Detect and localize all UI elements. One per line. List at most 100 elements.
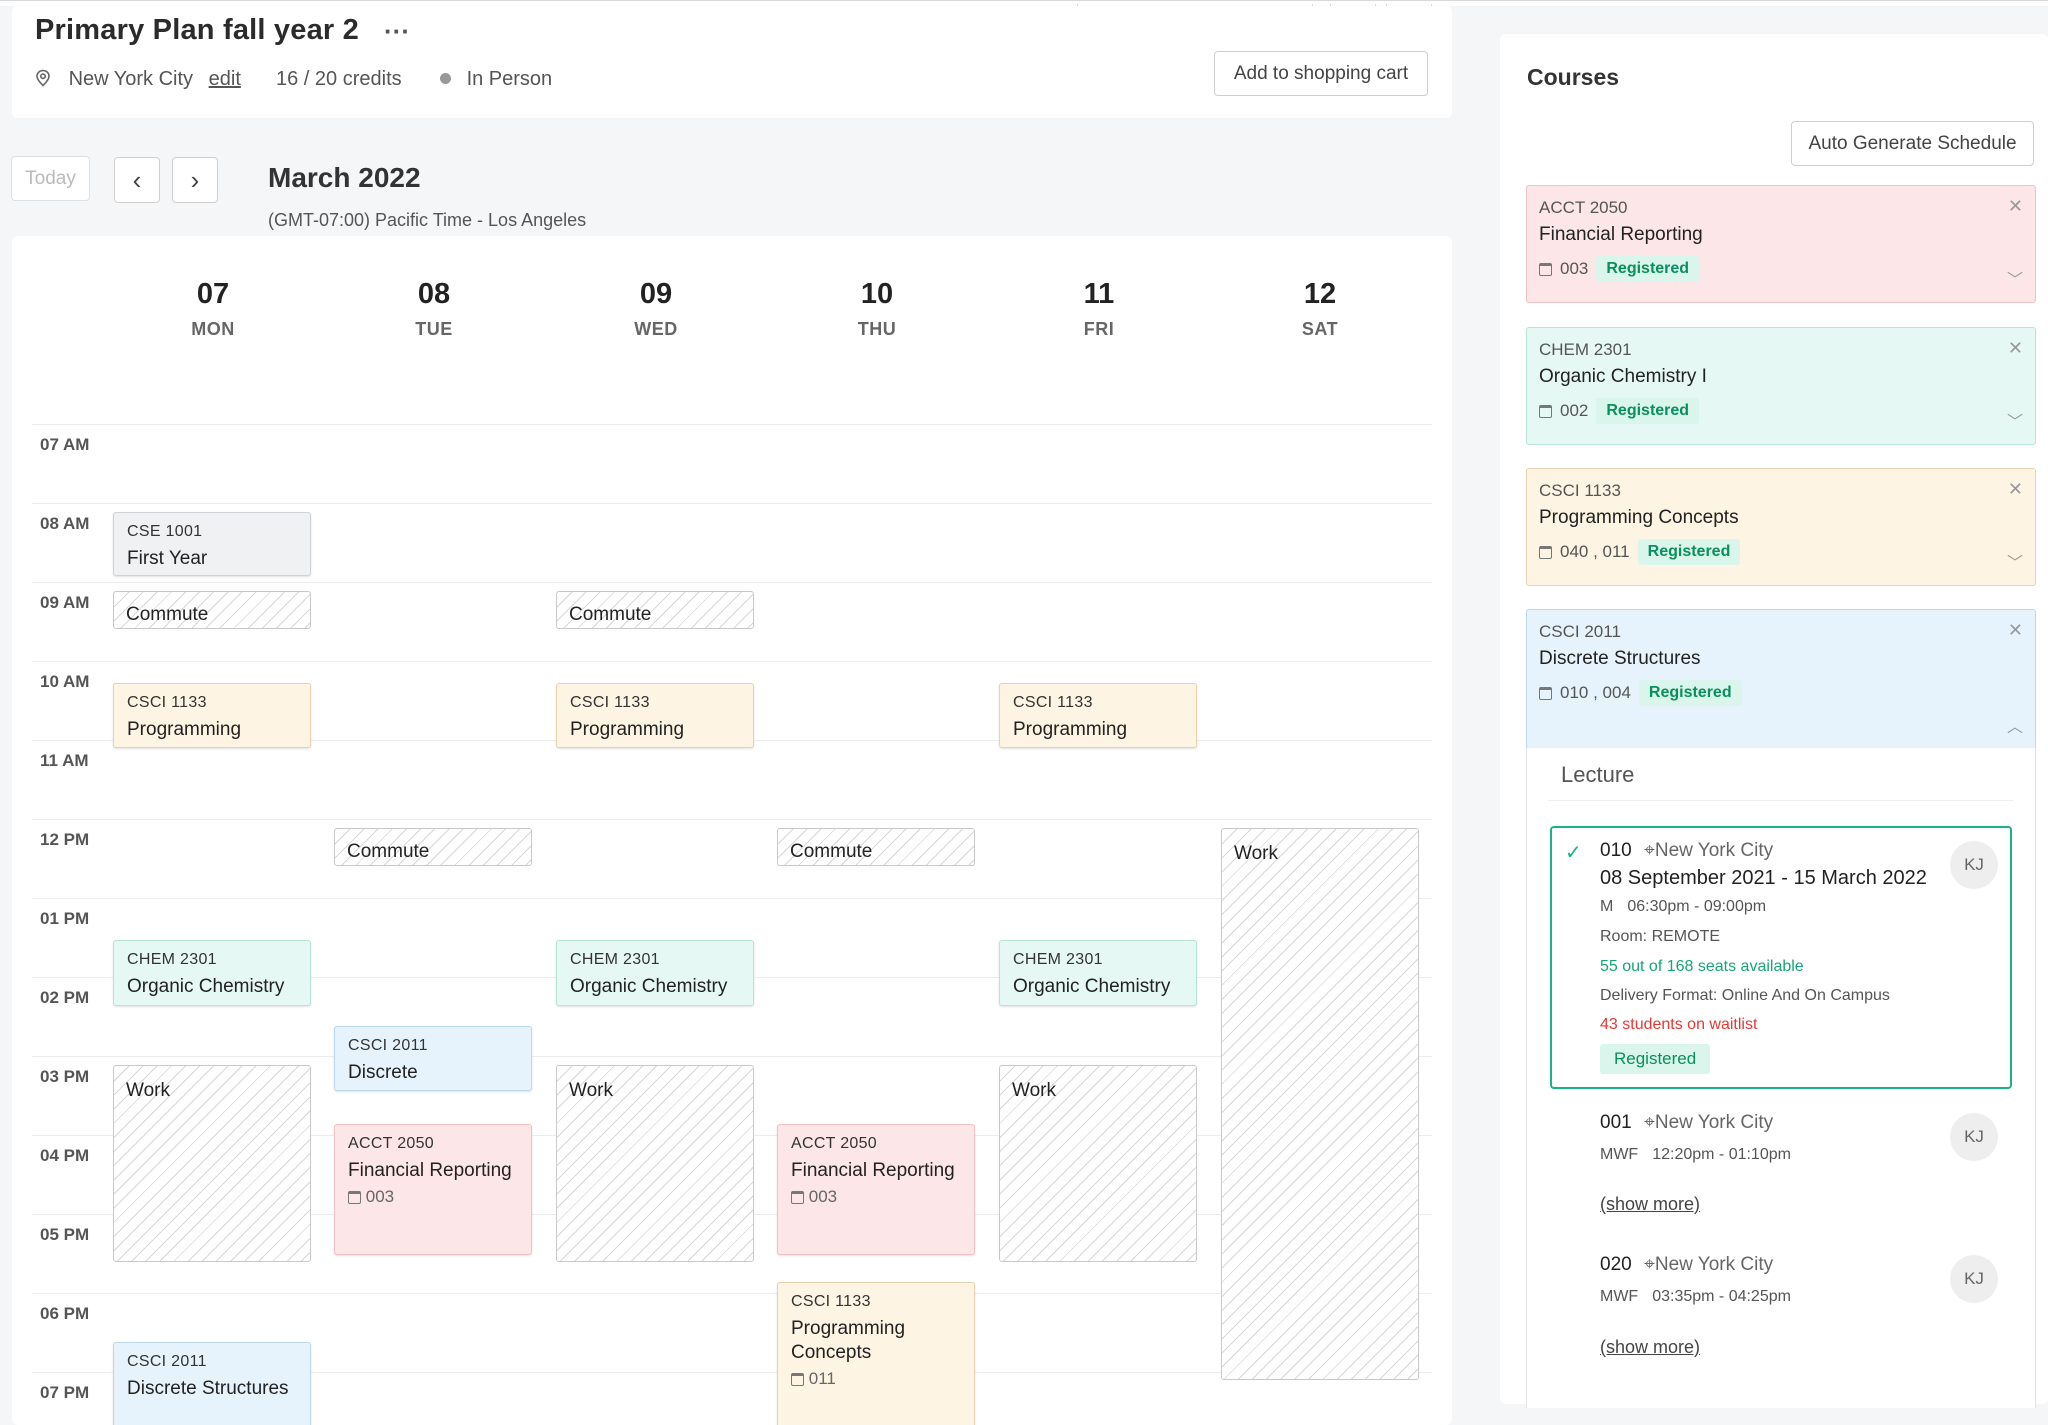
section-location-row: ⌖New York City — [1644, 840, 1773, 861]
section-seats: 55 out of 168 seats available — [1600, 958, 1804, 975]
plan-mode: In Person — [466, 68, 553, 90]
section-dates: 08 September 2021 - 15 March 2022 — [1600, 867, 1927, 889]
status-badge: Registered — [1596, 256, 1700, 282]
course-card-chem-2301[interactable]: CHEM 2301 Organic Chemistry I 002 Registe… — [1526, 327, 2036, 445]
close-icon[interactable]: ✕ — [2007, 479, 2023, 499]
chevron-down-icon[interactable]: ﹀ — [2006, 272, 2023, 289]
plan-header — [12, 6, 1452, 118]
event-csci-2011[interactable]: CSCI 2011 Discrete Structures — [113, 1342, 311, 1425]
hour-label: 08 AM — [40, 514, 90, 533]
event-csci-1133[interactable]: CSCI 1133 Programming — [113, 683, 311, 748]
section-room: Room: REMOTE — [1600, 928, 1721, 945]
event-chem-2301[interactable]: CHEM 2301 Organic Chemistry — [556, 940, 754, 1006]
calendar-icon — [1539, 404, 1552, 418]
status-badge: Registered — [1596, 398, 1700, 424]
chevron-left-icon: ‹ — [132, 164, 142, 195]
show-more-link[interactable]: (show more) — [1600, 1194, 1701, 1214]
next-week-button[interactable]: › — [172, 157, 218, 203]
event-commute[interactable]: Commute — [777, 828, 975, 866]
section-location: New York City — [1654, 1112, 1774, 1133]
close-icon[interactable]: ✕ — [2007, 196, 2023, 216]
close-icon[interactable]: ✕ — [2007, 338, 2023, 358]
section-location-row: ⌖New York City — [1644, 1254, 1773, 1275]
section-option-selected[interactable] — [1550, 826, 2012, 1089]
close-icon[interactable]: ✕ — [2007, 620, 2023, 640]
lecture-heading: Lecture — [1561, 762, 1635, 787]
chevron-down-icon[interactable]: ﹀ — [2006, 555, 2023, 572]
check-icon: ✓ — [1565, 842, 1582, 864]
hour-label: 02 PM — [40, 988, 90, 1007]
event-acct-2050[interactable]: ACCT 2050 Financial Reporting 003 — [777, 1124, 975, 1255]
top-strip — [0, 0, 2048, 6]
event-csci-1133[interactable]: CSCI 1133 Programming Concepts 011 — [777, 1282, 975, 1425]
section-option[interactable]: 001 ⌖New York City — [1600, 1112, 1773, 1134]
plan-title: Primary Plan fall year 2 — [35, 14, 359, 46]
day-header-thu: 10 THU — [857, 278, 897, 339]
event-work[interactable]: Work — [113, 1065, 311, 1262]
course-sections: 010 , 004 — [1560, 683, 1631, 702]
hour-line — [32, 1372, 1432, 1373]
course-code: ACCT 2050 — [1539, 198, 1628, 217]
location-pin-icon: ⌖ — [1644, 1112, 1655, 1133]
event-work[interactable]: Work — [999, 1065, 1197, 1262]
hour-label: 04 PM — [40, 1146, 90, 1165]
section-number: 020 — [1600, 1254, 1632, 1275]
event-csci-2011[interactable]: CSCI 2011 Discrete — [334, 1026, 532, 1091]
hour-label: 03 PM — [40, 1067, 90, 1086]
edit-location-link[interactable]: edit — [208, 68, 241, 90]
event-acct-2050[interactable]: ACCT 2050 Financial Reporting 003 — [334, 1124, 532, 1255]
plan-location: New York City — [68, 68, 194, 90]
section-time: 06:30pm - 09:00pm — [1627, 898, 1767, 915]
hour-line — [32, 1056, 1432, 1057]
day-header-wed: 09 WED — [634, 278, 678, 339]
course-card-acct-2050[interactable]: ACCT 2050 Financial Reporting 003 Registe… — [1526, 185, 2036, 303]
section-header: 010 ⌖New York City — [1600, 840, 1773, 862]
divider — [1548, 800, 2014, 801]
section-number: 010 — [1600, 840, 1632, 861]
section-delivery: Delivery Format: Online And On Campus — [1600, 987, 1890, 1004]
calendar-icon — [791, 1191, 804, 1205]
course-name: Programming Concepts — [1539, 507, 1739, 528]
event-csci-1133[interactable]: CSCI 1133 Programming — [556, 683, 754, 748]
day-header-sat: 12 SAT — [1301, 278, 1339, 339]
hour-line — [32, 424, 1432, 425]
event-work[interactable]: Work — [556, 1065, 754, 1262]
hour-label: 05 PM — [40, 1225, 90, 1244]
add-to-cart-button[interactable]: Add to shopping cart — [1214, 51, 1428, 96]
timezone-label: (GMT-07:00) Pacific Time - Los Angeles — [268, 210, 587, 230]
event-commute[interactable]: Commute — [556, 591, 754, 629]
event-commute[interactable]: Commute — [113, 591, 311, 629]
course-card-csci-1133[interactable]: CSCI 1133 Programming Concepts 040 , 011… — [1526, 468, 2036, 586]
section-days: M — [1600, 898, 1614, 915]
course-card-csci-2011[interactable]: CSCI 2011 Discrete Structures 010 , 004 R… — [1526, 609, 2036, 749]
event-chem-2301[interactable]: CHEM 2301 Organic Chemistry — [113, 940, 311, 1006]
instructor-avatar: KJ — [1950, 841, 1998, 889]
calendar-icon — [791, 1373, 804, 1387]
event-cse-1001[interactable]: CSE 1001 First Year — [113, 512, 311, 576]
event-commute[interactable]: Commute — [334, 828, 532, 866]
status-badge: Registered — [1600, 1044, 1711, 1074]
event-chem-2301[interactable]: CHEM 2301 Organic Chemistry — [999, 940, 1197, 1006]
location-row: New York City edit — [35, 68, 241, 91]
chevron-up-icon[interactable]: ︿ — [2006, 719, 2023, 736]
hour-line — [32, 1293, 1432, 1294]
hour-label: 06 PM — [40, 1304, 90, 1323]
calendar-icon — [1539, 262, 1552, 276]
event-work[interactable]: Work — [1221, 828, 1419, 1380]
chevron-down-icon[interactable]: ﹀ — [2006, 414, 2023, 431]
event-csci-1133[interactable]: CSCI 1133 Programming — [999, 683, 1197, 748]
chevron-right-icon: › — [190, 164, 200, 195]
hour-label: 11 AM — [40, 751, 89, 770]
auto-generate-schedule-button[interactable]: Auto Generate Schedule — [1791, 121, 2034, 166]
course-code: CSCI 1133 — [1539, 481, 1621, 500]
more-options-icon[interactable]: ··· — [384, 16, 410, 46]
show-more-link[interactable]: (show more) — [1600, 1337, 1701, 1357]
hour-label: 09 AM — [40, 593, 90, 612]
course-sections: 003 — [1560, 259, 1589, 278]
location-pin-icon: ⌖ — [1644, 1254, 1655, 1275]
today-button[interactable]: Today — [11, 156, 90, 201]
hour-line — [32, 661, 1432, 662]
prev-week-button[interactable]: ‹ — [114, 157, 160, 203]
hour-label: 01 PM — [40, 909, 90, 928]
section-option[interactable]: 020 ⌖New York City — [1600, 1254, 1773, 1276]
